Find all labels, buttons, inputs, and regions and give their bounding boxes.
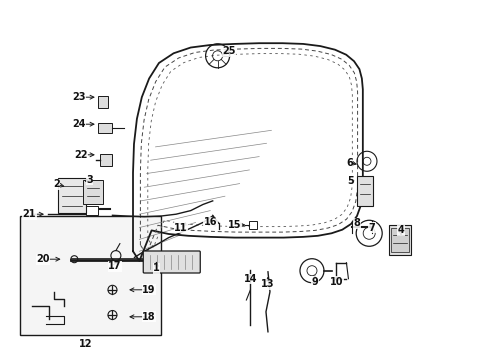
Text: 17: 17 (108, 261, 122, 271)
Text: 14: 14 (243, 274, 257, 284)
FancyBboxPatch shape (98, 96, 107, 108)
FancyBboxPatch shape (388, 225, 410, 255)
FancyBboxPatch shape (390, 228, 408, 252)
Text: 12: 12 (79, 339, 92, 349)
Text: 18: 18 (142, 312, 156, 322)
Text: 2: 2 (53, 179, 60, 189)
FancyBboxPatch shape (356, 176, 372, 206)
Text: 4: 4 (397, 225, 404, 235)
FancyBboxPatch shape (83, 180, 103, 204)
Text: 20: 20 (36, 254, 50, 264)
FancyBboxPatch shape (100, 154, 112, 166)
Text: 23: 23 (72, 92, 86, 102)
Text: 9: 9 (311, 276, 318, 287)
Text: 25: 25 (222, 46, 235, 56)
Text: 6: 6 (346, 158, 352, 168)
Text: 7: 7 (367, 222, 374, 233)
Text: 10: 10 (329, 276, 343, 287)
FancyBboxPatch shape (98, 123, 112, 133)
Text: 13: 13 (261, 279, 274, 289)
Text: 15: 15 (227, 220, 241, 230)
Text: 3: 3 (86, 175, 93, 185)
Text: 19: 19 (142, 285, 156, 295)
Text: 16: 16 (203, 217, 217, 228)
Text: 22: 22 (74, 150, 87, 160)
Text: 8: 8 (353, 218, 360, 228)
Text: 5: 5 (347, 176, 354, 186)
FancyBboxPatch shape (143, 251, 200, 273)
Text: 21: 21 (22, 209, 36, 219)
Text: 24: 24 (72, 119, 86, 129)
FancyBboxPatch shape (58, 178, 85, 213)
Bar (20, 216, 161, 335)
Text: 1: 1 (153, 263, 160, 273)
Bar (85, 206, 98, 215)
Text: 11: 11 (174, 222, 187, 233)
Bar (249, 221, 257, 229)
